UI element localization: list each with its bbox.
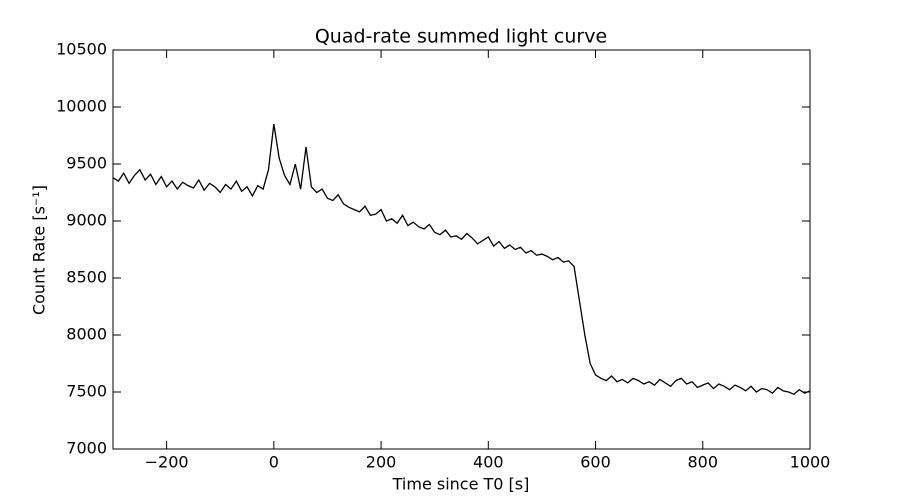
y-tick-label: 7000 (66, 439, 107, 458)
plot-frame (112, 49, 811, 450)
y-tick-label: 9000 (66, 211, 107, 230)
x-axis-label: Time since T0 [s] (392, 475, 530, 494)
x-tick-label: 400 (473, 453, 504, 472)
x-tick-label: 800 (687, 453, 718, 472)
y-tick-label: 8000 (66, 325, 107, 344)
data-line (112, 123, 811, 396)
chart-title: Quad-rate summed light curve (315, 26, 607, 48)
x-tick-label: 0 (269, 453, 279, 472)
y-tick-label: 10500 (56, 40, 107, 59)
x-tick-label: 600 (580, 453, 611, 472)
y-tick-label: 7500 (66, 382, 107, 401)
y-tick-label: 9500 (66, 154, 107, 173)
y-tick-label: 8500 (66, 268, 107, 287)
x-tick-label: 200 (366, 453, 397, 472)
y-axis-label: Count Rate [s⁻¹] (30, 185, 49, 315)
y-tick-label: 10000 (56, 97, 107, 116)
x-tick-label: −200 (145, 453, 189, 472)
x-tick-label: 1000 (790, 453, 831, 472)
